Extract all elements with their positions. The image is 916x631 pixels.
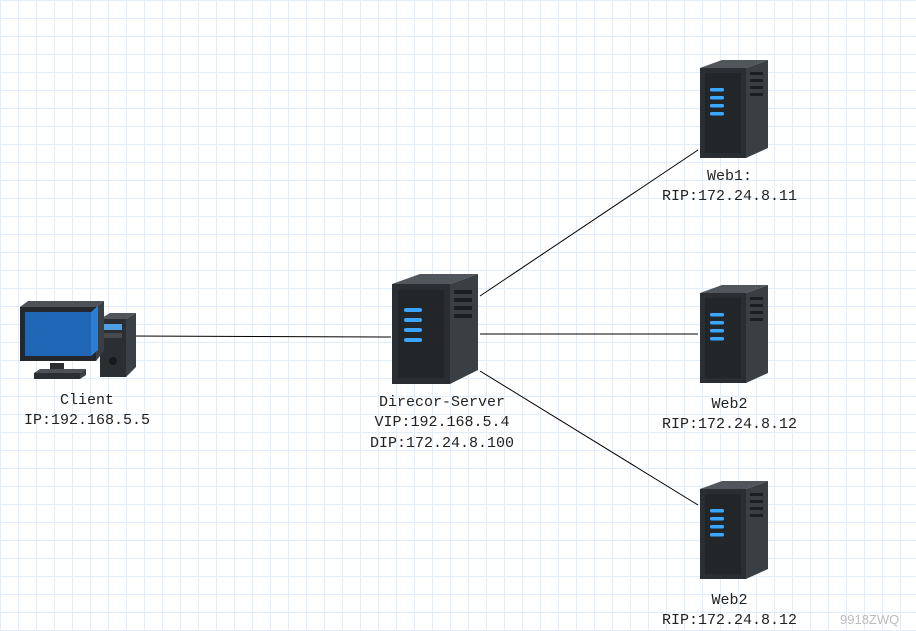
diagram-canvas: Client IP:192.168.5.5 Direcor-Server VIP… <box>0 0 916 631</box>
director-server-icon <box>392 274 480 386</box>
director-label: Direcor-Server VIP:192.168.5.4 DIP:172.2… <box>370 393 514 454</box>
watermark-text: 9918ZWQ <box>840 612 899 627</box>
edge-client-director <box>131 336 391 337</box>
web1-name: Web1: <box>662 167 797 187</box>
web3-label: Web2 RIP:172.24.8.12 <box>662 591 797 631</box>
web1-server-icon <box>700 60 770 160</box>
web2-server-icon <box>700 284 770 386</box>
client-ip: IP:192.168.5.5 <box>24 411 150 431</box>
client-pc-icon <box>20 301 140 391</box>
web1-rip: RIP:172.24.8.11 <box>662 187 797 207</box>
web2-name: Web2 <box>662 395 797 415</box>
client-name: Client <box>24 391 150 411</box>
director-name: Direcor-Server <box>370 393 514 413</box>
client-label: Client IP:192.168.5.5 <box>24 391 150 432</box>
web1-label: Web1: RIP:172.24.8.11 <box>662 167 797 208</box>
web3-name: Web2 <box>662 591 797 611</box>
web3-rip: RIP:172.24.8.12 <box>662 611 797 631</box>
web2-label: Web2 RIP:172.24.8.12 <box>662 395 797 436</box>
director-vip: VIP:192.168.5.4 <box>370 413 514 433</box>
web3-server-icon <box>700 480 770 582</box>
director-dip: DIP:172.24.8.100 <box>370 434 514 454</box>
web2-rip: RIP:172.24.8.12 <box>662 415 797 435</box>
